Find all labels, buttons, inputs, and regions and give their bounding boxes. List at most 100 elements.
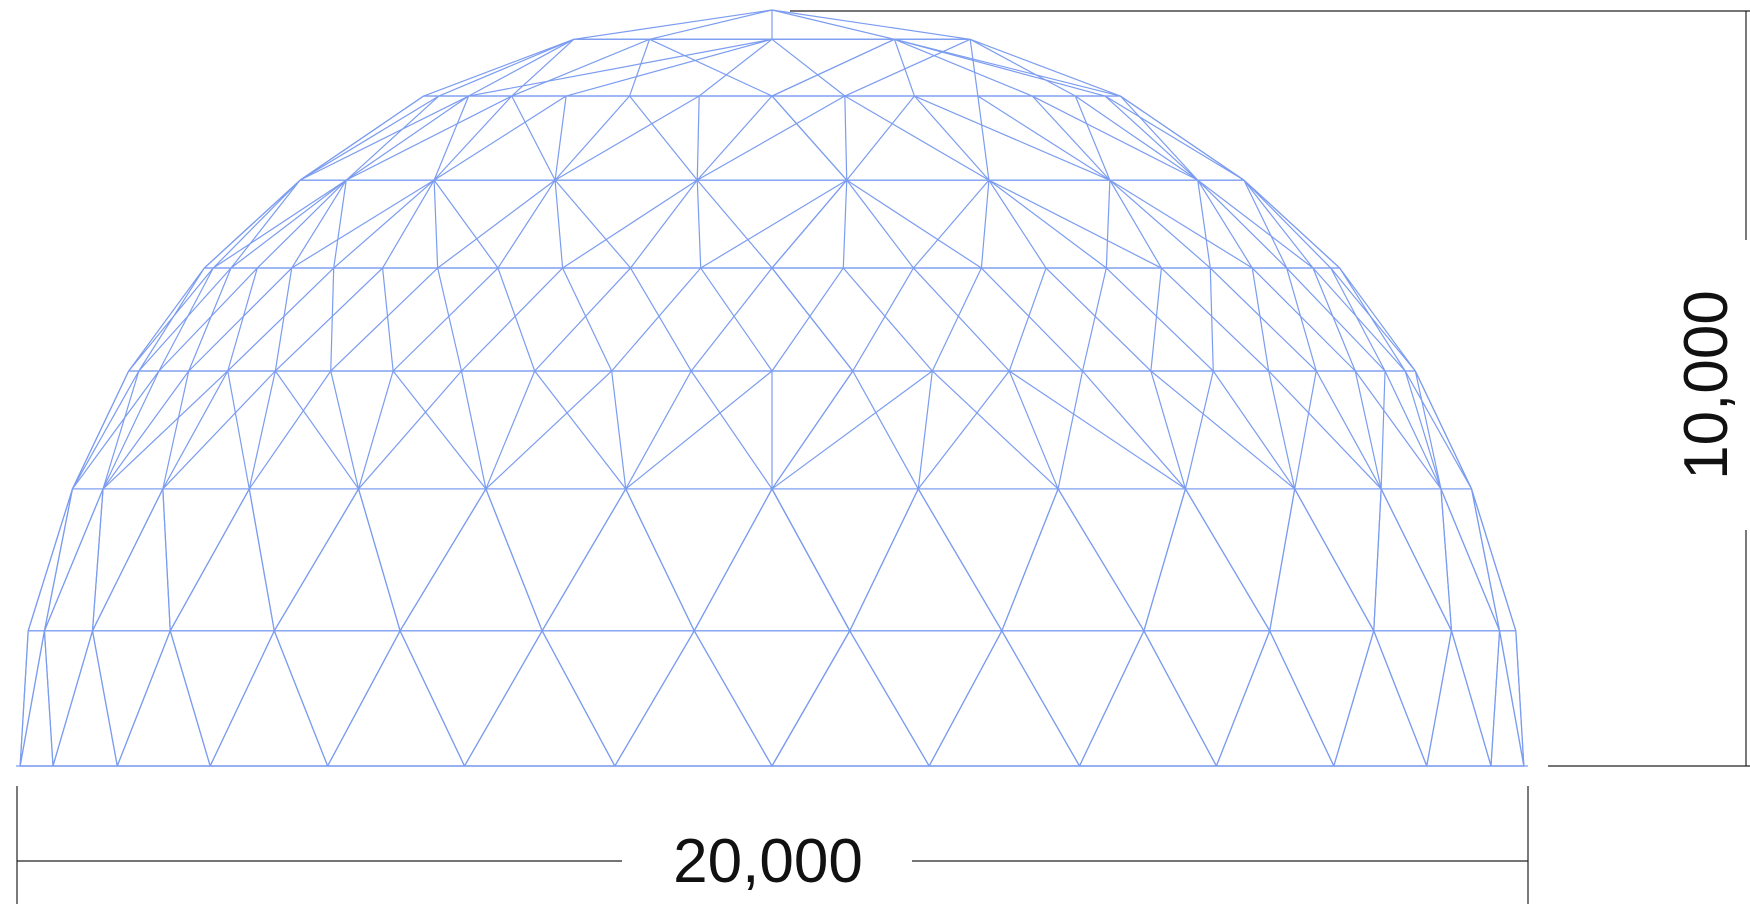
- strut: [345, 95, 512, 181]
- strut: [1243, 179, 1288, 269]
- strut: [1251, 267, 1270, 372]
- strut: [630, 179, 698, 269]
- strut: [357, 370, 394, 490]
- strut: [1333, 630, 1375, 767]
- strut: [382, 267, 394, 372]
- strut: [1150, 267, 1162, 372]
- strut: [291, 179, 435, 269]
- strut: [299, 95, 425, 181]
- strut: [842, 267, 933, 372]
- strut: [690, 370, 773, 490]
- strut: [274, 267, 384, 372]
- strut: [1150, 370, 1296, 490]
- strut: [1078, 630, 1145, 767]
- strut: [291, 179, 347, 269]
- strut: [1330, 267, 1386, 372]
- strut: [102, 370, 140, 490]
- strut: [771, 267, 844, 372]
- strut: [71, 370, 160, 490]
- strut: [19, 630, 29, 767]
- strut: [102, 370, 160, 490]
- strut: [1515, 630, 1525, 767]
- strut: [1212, 370, 1296, 490]
- strut: [1031, 95, 1111, 181]
- strut: [554, 95, 567, 181]
- strut: [345, 95, 470, 181]
- strut: [248, 370, 276, 490]
- strut: [188, 267, 232, 372]
- strut: [562, 179, 698, 269]
- strut: [485, 488, 543, 632]
- strut: [433, 95, 470, 181]
- strut: [630, 267, 692, 372]
- strut: [1001, 488, 1059, 632]
- strut: [1384, 370, 1442, 490]
- strut: [1414, 370, 1442, 490]
- strut: [913, 267, 1010, 372]
- strut: [330, 268, 335, 372]
- strut: [913, 179, 990, 269]
- strut: [844, 38, 971, 97]
- strut: [1074, 95, 1199, 181]
- strut: [27, 488, 74, 632]
- strut: [248, 488, 275, 631]
- strut: [1109, 179, 1211, 269]
- strut: [1373, 630, 1428, 767]
- strut: [433, 95, 567, 181]
- strut: [1286, 267, 1317, 372]
- strut: [1109, 179, 1162, 269]
- strut: [628, 39, 651, 97]
- strut: [771, 9, 895, 40]
- strut: [1150, 370, 1187, 490]
- strut: [102, 370, 190, 490]
- strut: [158, 267, 214, 372]
- strut: [696, 96, 700, 181]
- strut: [625, 488, 695, 632]
- strut: [209, 630, 275, 767]
- strut: [1440, 488, 1501, 632]
- strut: [1215, 630, 1271, 767]
- strut: [696, 95, 773, 181]
- strut: [846, 95, 915, 181]
- strut: [1209, 268, 1214, 372]
- strut: [227, 267, 335, 372]
- strut: [1243, 179, 1341, 269]
- strut: [162, 370, 190, 490]
- strut: [1032, 95, 1199, 181]
- strut: [771, 370, 854, 490]
- strut: [693, 630, 773, 767]
- strut: [931, 370, 1059, 490]
- strut: [771, 267, 854, 372]
- strut: [91, 488, 164, 632]
- strut: [102, 370, 229, 490]
- strut: [565, 38, 773, 97]
- strut: [849, 630, 930, 767]
- strut: [1197, 179, 1288, 269]
- strut: [333, 180, 347, 269]
- strut: [299, 95, 440, 181]
- strut: [162, 370, 276, 490]
- strut: [917, 370, 933, 489]
- strut: [399, 630, 466, 767]
- strut: [562, 267, 613, 372]
- strut: [554, 95, 630, 181]
- strut: [1197, 179, 1314, 269]
- strut: [1104, 95, 1199, 181]
- strut: [212, 179, 347, 269]
- strut: [700, 179, 848, 269]
- strut: [1074, 95, 1111, 181]
- strut: [1057, 370, 1084, 490]
- strut: [928, 630, 1003, 767]
- strut: [852, 267, 914, 372]
- strut: [846, 179, 914, 269]
- strut: [625, 370, 692, 490]
- strut: [138, 267, 205, 372]
- strut: [1498, 630, 1525, 767]
- strut: [273, 630, 329, 767]
- strut: [327, 630, 401, 767]
- strut: [230, 179, 301, 269]
- strut: [19, 630, 46, 767]
- strut: [1184, 370, 1214, 490]
